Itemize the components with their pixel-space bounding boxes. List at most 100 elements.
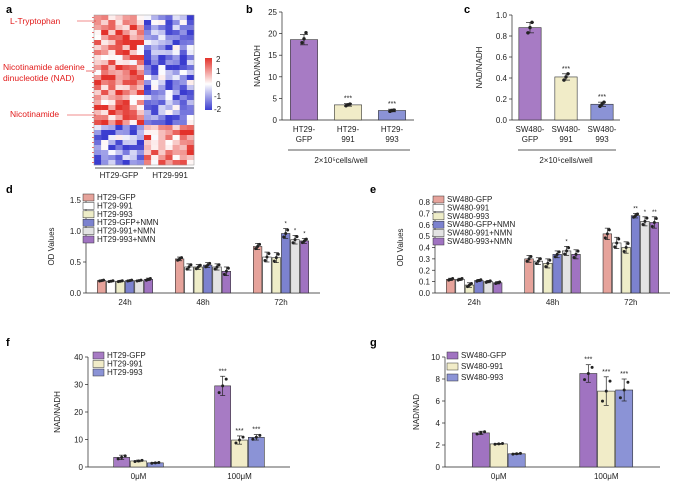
data-point	[528, 25, 532, 30]
heatmap-cell	[144, 40, 152, 46]
heatmap-cell	[122, 145, 130, 151]
heatmap-cell	[151, 100, 159, 106]
y-tick-label: 1.5	[70, 196, 82, 205]
heatmap-cell	[179, 105, 188, 111]
legend-label: HT29-GFP	[97, 193, 136, 202]
panel-letter-c: c	[464, 4, 470, 16]
heatmap-cell	[186, 110, 195, 116]
heatmap-cell	[129, 20, 138, 26]
heatmap-cell	[129, 55, 138, 61]
data-point	[140, 458, 144, 462]
y-tick-label: 0	[273, 116, 278, 125]
legend-label: SW480-991+NMN	[447, 229, 512, 238]
data-point	[267, 252, 271, 256]
heatmap-cell	[158, 20, 166, 26]
y-tick-label: 0.0	[70, 289, 82, 298]
heatmap-cell	[179, 150, 188, 156]
x-tick-label: 0μM	[131, 472, 147, 481]
data-point	[206, 263, 210, 267]
heatmap-cell	[158, 145, 166, 151]
heatmap-cell	[179, 85, 188, 91]
data-point	[576, 249, 580, 253]
y-tick-label: 0.6	[419, 221, 431, 230]
heatmap-cell	[94, 75, 102, 81]
heatmap-cell	[144, 155, 152, 161]
data-point	[534, 262, 538, 266]
legend-label: SW480-993	[447, 212, 490, 221]
heatmap-cell	[165, 50, 173, 56]
heatmap-cell	[186, 105, 195, 111]
heatmap-cell	[158, 50, 166, 56]
heatmap-cell	[122, 90, 130, 96]
heatmap-cell	[108, 90, 116, 96]
bar-e-2-0	[602, 233, 612, 294]
heatmap-cell	[165, 130, 173, 136]
heatmap-cell	[122, 120, 130, 126]
data-point	[493, 442, 497, 446]
heatmap-cell	[115, 160, 123, 166]
heatmap-cell	[115, 85, 123, 91]
heatmap-cell	[101, 160, 109, 166]
colorbar-tick-0: 0	[216, 80, 221, 89]
heatmap-cell	[136, 30, 145, 36]
label-nad-line1: Nicotinamide adenine	[3, 62, 85, 72]
heatmap-cell	[136, 70, 145, 76]
data-point	[295, 235, 299, 239]
heatmap-cell	[158, 75, 166, 81]
heatmap-cell	[186, 30, 195, 36]
heatmap-cell	[115, 155, 123, 161]
heatmap-cell	[144, 120, 152, 126]
significance-mark: *	[644, 210, 647, 216]
heatmap-cell	[136, 105, 145, 111]
bar-e-2-3	[630, 215, 641, 294]
heatmap-cell	[108, 125, 116, 131]
heatmap-cell	[151, 115, 159, 121]
bar-c-0	[518, 27, 542, 121]
legend-swatch	[446, 362, 459, 371]
y-tick-label: 0.6	[496, 53, 508, 62]
heatmap-cell	[94, 85, 102, 91]
heatmap-cell	[144, 25, 152, 31]
heatmap-cell	[129, 80, 138, 86]
data-point	[189, 263, 193, 267]
y-tick-label: 6	[436, 397, 441, 406]
group-label-991: HT29-991	[152, 171, 188, 180]
heatmap-cell	[144, 20, 152, 26]
heatmap-cell	[129, 30, 138, 36]
data-point	[157, 460, 161, 464]
heatmap-cell	[122, 70, 130, 76]
panel-letter-d: d	[6, 184, 13, 196]
heatmap-cell	[186, 125, 195, 131]
data-point	[258, 433, 262, 437]
heatmap-cell	[129, 75, 138, 81]
heatmap-panel-a: L-Tryptophan Nicotinamide adenine dinucl…	[3, 14, 222, 180]
y-tick-label: 0.5	[70, 258, 82, 267]
data-point	[618, 396, 622, 400]
data-point	[272, 259, 276, 263]
heatmap-cell	[158, 30, 166, 36]
data-point	[529, 254, 533, 258]
heatmap-cell	[144, 160, 152, 166]
x-tick-label: HT29-	[293, 125, 316, 134]
y-tick-label: 10	[74, 436, 83, 445]
heatmap-cell	[94, 110, 102, 116]
data-point	[116, 457, 120, 461]
significance-mark: ***	[219, 368, 227, 375]
legend-swatch	[432, 204, 445, 212]
heatmap-cell	[101, 25, 109, 31]
data-point	[536, 259, 540, 263]
data-point	[238, 438, 241, 442]
heatmap-cell	[108, 150, 116, 156]
heatmap-cell	[108, 15, 116, 21]
heatmap-cell	[172, 60, 180, 66]
heatmap-cell	[186, 115, 195, 121]
y-tick-label: 0.0	[419, 289, 431, 298]
x-tick-label: 72h	[274, 298, 287, 307]
heatmap-cell	[158, 150, 166, 156]
data-point	[196, 265, 200, 269]
heatmap-cell	[158, 100, 166, 106]
heatmap-cell	[158, 130, 166, 136]
chart-g: 0 2 4 6 8 10 NAD/NAD 0μM *** *** *** 100μM SW480-GFP…	[412, 351, 660, 481]
heatmap-cell	[165, 125, 173, 131]
